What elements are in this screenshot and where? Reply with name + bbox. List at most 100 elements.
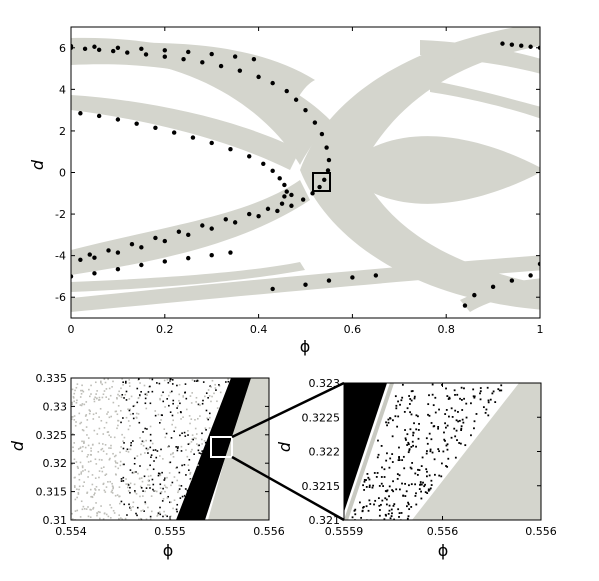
scatter-dot xyxy=(86,492,88,494)
y-tick-label: 0.321 xyxy=(309,514,341,527)
scatter-dot xyxy=(360,516,363,519)
scatter-dot xyxy=(179,411,182,413)
scatter-dot xyxy=(107,481,109,483)
scatter-dot xyxy=(71,463,73,465)
scatter-dot xyxy=(430,438,433,441)
scatter-dot xyxy=(380,476,383,478)
scatter-dot xyxy=(128,398,131,400)
scatter-dot xyxy=(178,384,181,386)
scatter-dot xyxy=(80,500,83,503)
scatter-dot xyxy=(149,433,152,436)
scatter-dot xyxy=(409,398,412,400)
x-tick-label: 0.2 xyxy=(156,323,174,336)
scatter-dot xyxy=(426,492,429,495)
scatter-dot xyxy=(128,409,131,412)
scatter-dot xyxy=(191,434,194,436)
scatter-dot xyxy=(397,415,400,418)
scatter-dot xyxy=(80,389,82,392)
scatter-dot xyxy=(121,463,124,466)
data-point xyxy=(139,262,144,268)
scatter-dot xyxy=(151,478,154,481)
scatter-dot xyxy=(164,514,167,516)
scatter-dot xyxy=(197,403,200,406)
zoom-b-fill xyxy=(176,378,269,520)
scatter-dot xyxy=(422,481,424,484)
scatter-dot xyxy=(185,408,188,411)
scatter-dot xyxy=(430,422,433,424)
scatter-dot xyxy=(186,455,189,458)
scatter-dot xyxy=(83,442,85,444)
scatter-dot xyxy=(71,388,74,391)
scatter-dot xyxy=(445,465,447,467)
data-point xyxy=(218,63,224,69)
scatter-dot xyxy=(391,453,394,455)
scatter-dot xyxy=(150,510,153,513)
scatter-dot xyxy=(144,452,146,454)
scatter-dot xyxy=(83,508,86,510)
data-point xyxy=(115,45,121,50)
scatter-dot xyxy=(86,455,89,458)
scatter-dot xyxy=(127,420,130,422)
scatter-dot xyxy=(180,450,183,452)
scatter-dot xyxy=(84,469,86,471)
data-point xyxy=(284,88,289,94)
scatter-dot xyxy=(76,509,79,512)
data-point xyxy=(326,278,332,283)
scatter-dot xyxy=(143,510,145,512)
scatter-dot xyxy=(417,415,419,418)
data-point xyxy=(312,120,318,125)
scatter-dot xyxy=(404,495,407,497)
scatter-dot xyxy=(388,504,391,507)
data-point xyxy=(162,54,167,59)
scatter-dot xyxy=(434,396,437,399)
scatter-dot xyxy=(384,490,387,492)
scatter-dot xyxy=(201,432,203,435)
scatter-dot xyxy=(155,490,158,493)
scatter-dot xyxy=(383,476,386,478)
scatter-dot xyxy=(142,440,145,443)
scatter-dot xyxy=(138,378,140,380)
scatter-dot xyxy=(129,469,132,471)
zoom-panel-b: 0.554 0.555 0.556 0.31 0.315 0.32 0.325 0.33 0.3… xyxy=(8,372,285,560)
data-point xyxy=(322,177,327,182)
scatter-dot xyxy=(398,459,401,461)
scatter-dot xyxy=(402,494,405,497)
x-tick-label: 0.556 xyxy=(525,525,557,538)
scatter-dot xyxy=(409,428,412,431)
scatter-dot xyxy=(108,387,111,390)
scatter-dot xyxy=(79,516,82,518)
band-ur-1 xyxy=(420,40,540,74)
scatter-dot xyxy=(385,514,387,517)
data-point xyxy=(324,145,329,150)
scatter-dot xyxy=(71,433,74,435)
scatter-dot xyxy=(191,448,193,451)
scatter-dot xyxy=(148,385,150,388)
data-point xyxy=(256,213,261,219)
y-tick-label: -4 xyxy=(55,250,66,263)
scatter-dot xyxy=(363,479,366,481)
data-point xyxy=(111,48,116,54)
scatter-dot xyxy=(489,398,492,401)
scatter-dot xyxy=(398,512,401,514)
scatter-dot xyxy=(76,496,78,499)
scatter-dot xyxy=(438,450,440,453)
scatter-dot xyxy=(108,447,110,449)
scatter-dot xyxy=(171,481,174,484)
scatter-dot xyxy=(402,455,405,458)
scatter-dot xyxy=(77,467,79,469)
scatter-dot xyxy=(175,467,177,469)
zoom-c-ylabel: d xyxy=(275,441,294,452)
scatter-dot xyxy=(159,483,162,486)
scatter-dot xyxy=(159,513,162,516)
scatter-dot xyxy=(388,466,391,469)
scatter-dot xyxy=(351,516,354,519)
scatter-dot xyxy=(371,486,374,489)
scatter-dot xyxy=(397,400,399,403)
scatter-dot xyxy=(71,518,74,520)
scatter-dot xyxy=(369,503,372,505)
scatter-dot xyxy=(95,412,97,415)
scatter-dot xyxy=(128,382,131,384)
scatter-dot xyxy=(128,378,131,381)
scatter-dot xyxy=(354,508,357,511)
